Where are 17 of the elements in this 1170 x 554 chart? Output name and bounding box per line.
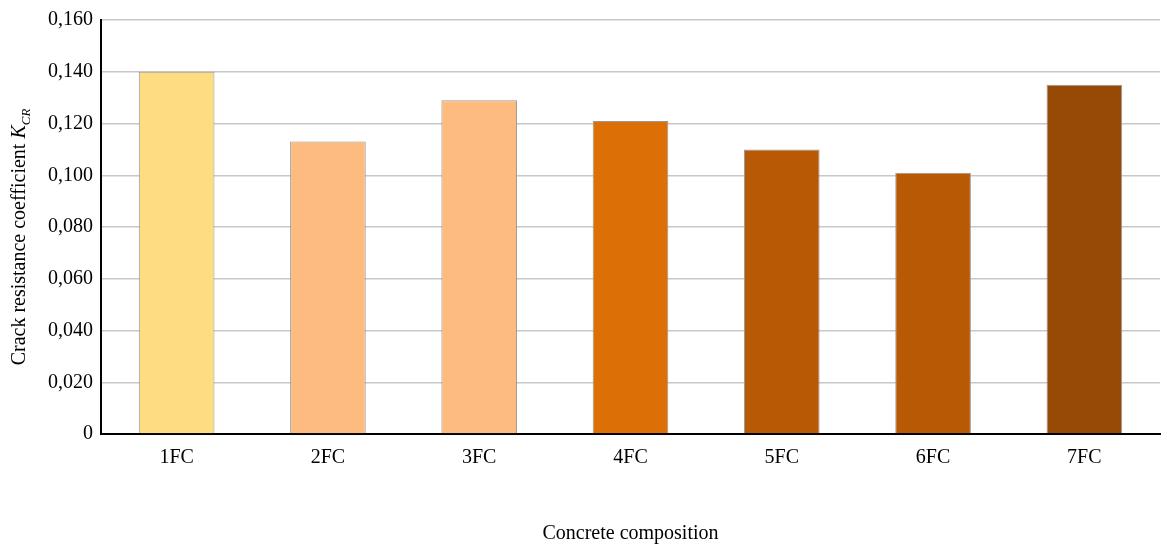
x-axis-title: Concrete composition bbox=[542, 521, 719, 545]
x-tick-label: 5FC bbox=[764, 445, 800, 468]
y-tick-label: 0 bbox=[83, 421, 93, 444]
y-tick-label: 0,160 bbox=[48, 7, 93, 30]
x-tick-label: 4FC bbox=[613, 445, 648, 468]
x-tick-label: 6FC bbox=[915, 445, 951, 468]
y-tick-label: 0,040 bbox=[48, 317, 93, 340]
y-tick-label: 0,140 bbox=[48, 59, 93, 81]
x-tick-label: 2FC bbox=[310, 445, 346, 468]
y-tick-label: 0,020 bbox=[48, 369, 93, 392]
y-tick-label: 0,120 bbox=[48, 110, 93, 133]
y-tick-label: 0,080 bbox=[48, 214, 93, 237]
x-tick-label: 1FC bbox=[159, 445, 194, 468]
x-tick-label: 3FC bbox=[461, 445, 497, 468]
y-tick-label: 0,100 bbox=[48, 162, 93, 185]
x-tick-label: 7FC bbox=[1067, 445, 1102, 468]
y-tick-label: 0,060 bbox=[48, 266, 93, 288]
